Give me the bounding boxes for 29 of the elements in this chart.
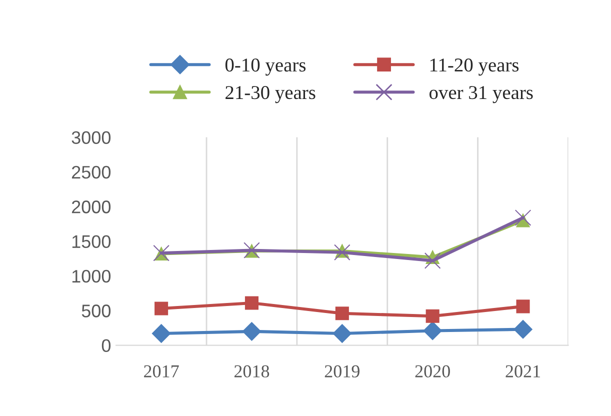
y-tick-label: 2500	[72, 166, 111, 179]
x-tick-label: 2020	[415, 365, 450, 378]
x-tick-label: 2019	[324, 365, 360, 378]
point	[514, 210, 532, 226]
point	[334, 244, 350, 261]
point	[335, 306, 349, 320]
legend-label: 11-20 years	[430, 58, 519, 76]
x-tick-label: 2017	[144, 365, 179, 378]
point	[424, 252, 441, 269]
y-tick-label: 500	[82, 304, 111, 318]
point	[426, 309, 440, 323]
y-tick-label: 2000	[72, 200, 111, 214]
point	[514, 320, 532, 339]
y-tick-label: 1500	[72, 235, 111, 248]
y-tick-label: 0	[102, 339, 111, 352]
legend-label: 0-10 years	[225, 58, 306, 76]
y-tick-label: 1000	[72, 270, 111, 283]
point	[242, 322, 262, 341]
x-tick-label: 2018	[234, 365, 270, 378]
point	[423, 321, 442, 340]
point	[152, 324, 171, 343]
point	[332, 324, 352, 343]
point	[154, 302, 168, 316]
y-tick-label: 3000	[72, 131, 111, 144]
legend-label: over 31 years	[429, 86, 533, 104]
point	[244, 296, 258, 310]
legend-label: 21-30 years	[226, 86, 316, 104]
point	[516, 300, 530, 314]
x-tick-label: 2021	[506, 365, 540, 378]
